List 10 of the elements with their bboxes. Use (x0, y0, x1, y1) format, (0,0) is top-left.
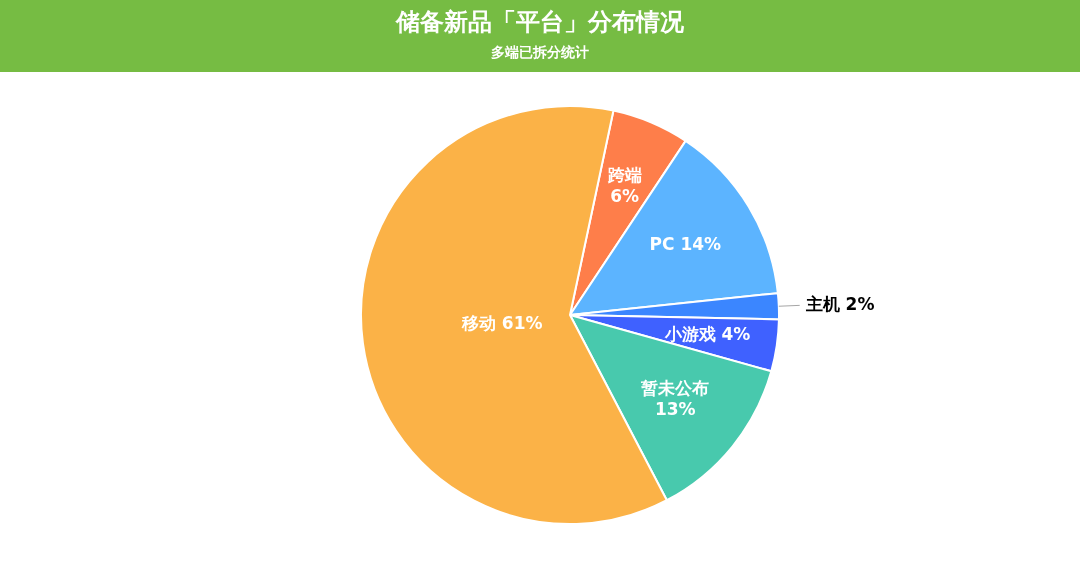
data-label: 13% (654, 399, 696, 420)
slice-label: 跨端 (606, 165, 642, 186)
slice-label: 小游戏 4% (663, 323, 751, 344)
chart-subtitle: 多端已拆分统计 (490, 43, 590, 62)
slice-label: PC 14% (649, 233, 722, 254)
slice-label: 暂未公布 (640, 378, 710, 399)
slice-label: 移动 61% (460, 312, 543, 333)
chart-title: 储备新品「平台」分布情况 (394, 7, 685, 38)
data-label: 6% (610, 186, 640, 207)
slice-label: 主机 2% (804, 293, 875, 314)
